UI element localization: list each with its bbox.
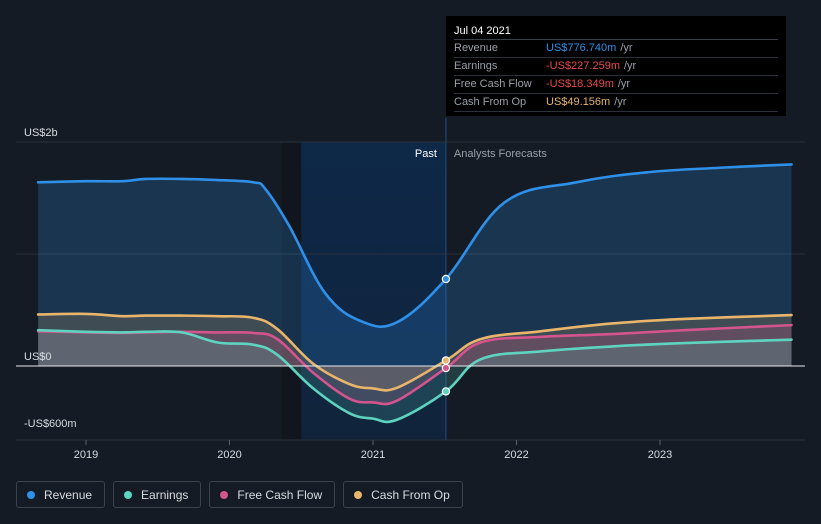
tooltip-date: Jul 04 2021 [454, 23, 778, 40]
legend-dot-icon [27, 490, 35, 499]
tooltip-row: Earnings -US$227.259m/yr [454, 58, 778, 76]
tooltip-row: Free Cash Flow -US$18.349m/yr [454, 76, 778, 94]
tooltip-unit: /yr [624, 60, 637, 72]
legend-item-cash-from-op[interactable]: Cash From Op [343, 481, 463, 508]
tooltip-label: Earnings [454, 60, 498, 72]
forecast-label: Analysts Forecasts [454, 148, 547, 160]
y-axis-label: -US$600m [24, 418, 77, 430]
tooltip-label: Revenue [454, 42, 499, 54]
x-axis-label: 2021 [361, 449, 385, 461]
legend-label: Free Cash Flow [237, 487, 323, 502]
x-axis-label: 2019 [74, 449, 98, 461]
x-axis-label: 2020 [217, 449, 241, 461]
revenue-marker[interactable] [441, 274, 451, 284]
free-cash-flow-marker[interactable] [441, 363, 451, 373]
legend-label: Revenue [44, 487, 93, 502]
legend-dot-icon [124, 490, 133, 499]
past-label: Past [415, 148, 437, 160]
legend-dot-icon [220, 490, 229, 499]
legend: Revenue Earnings Free Cash Flow Cash From O… [16, 481, 463, 508]
tooltip-label: Cash From Op [454, 96, 527, 108]
legend-dot-icon [354, 490, 363, 499]
earnings-line [36, 328, 793, 424]
tooltip-value: -US$18.349m [546, 78, 614, 90]
legend-item-revenue[interactable]: Revenue [16, 481, 106, 508]
tooltip: Jul 04 2021 Revenue US$776.740m/yr Earning… [446, 16, 786, 116]
tooltip-label: Free Cash Flow [454, 78, 532, 90]
earnings-marker[interactable] [441, 387, 451, 396]
tooltip-value: -US$227.259m [546, 60, 620, 72]
tooltip-unit: /yr [620, 42, 633, 54]
tooltip-value: US$776.740m [546, 42, 617, 54]
tooltip-row: Revenue US$776.740m/yr [454, 40, 778, 58]
y-axis-label: US$2b [24, 127, 58, 139]
cash-from-op-line [36, 312, 793, 392]
legend-item-earnings[interactable]: Earnings [113, 481, 202, 508]
x-axis-label: 2022 [504, 449, 528, 461]
y-axis-label: US$0 [24, 351, 52, 363]
legend-item-free-cash-flow[interactable]: Free Cash Flow [209, 481, 336, 508]
legend-label: Earnings [141, 487, 189, 502]
earnings-area [38, 330, 792, 422]
tooltip-value: US$49.156m [546, 96, 611, 108]
tooltip-row: Cash From Op US$49.156m/yr [454, 94, 778, 112]
x-axis-label: 2023 [648, 449, 672, 461]
cash-from-op-marker[interactable] [441, 356, 451, 365]
tooltip-unit: /yr [614, 96, 627, 108]
free-cash-flow-area [38, 325, 792, 405]
legend-label: Cash From Op [371, 487, 450, 502]
revenue-line [36, 163, 793, 328]
tooltip-unit: /yr [617, 78, 631, 90]
highlight-region [301, 142, 446, 440]
